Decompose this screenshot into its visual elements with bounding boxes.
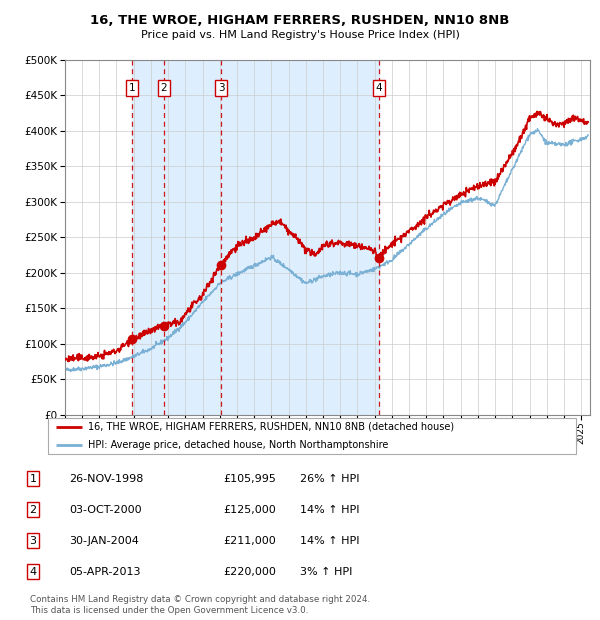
Text: 14% ↑ HPI: 14% ↑ HPI bbox=[300, 505, 359, 515]
Text: Price paid vs. HM Land Registry's House Price Index (HPI): Price paid vs. HM Land Registry's House … bbox=[140, 30, 460, 40]
Text: 03-OCT-2000: 03-OCT-2000 bbox=[69, 505, 142, 515]
Text: HPI: Average price, detached house, North Northamptonshire: HPI: Average price, detached house, Nort… bbox=[88, 440, 388, 450]
Text: 14% ↑ HPI: 14% ↑ HPI bbox=[300, 536, 359, 546]
Text: 1: 1 bbox=[29, 474, 37, 484]
Text: 30-JAN-2004: 30-JAN-2004 bbox=[69, 536, 139, 546]
Text: 3: 3 bbox=[218, 83, 224, 93]
Text: 2: 2 bbox=[160, 83, 167, 93]
FancyBboxPatch shape bbox=[48, 418, 576, 454]
Text: 4: 4 bbox=[29, 567, 37, 577]
Text: £211,000: £211,000 bbox=[223, 536, 276, 546]
Text: £125,000: £125,000 bbox=[223, 505, 276, 515]
Text: 05-APR-2013: 05-APR-2013 bbox=[69, 567, 140, 577]
Text: Contains HM Land Registry data © Crown copyright and database right 2024.: Contains HM Land Registry data © Crown c… bbox=[30, 595, 370, 604]
Text: 26-NOV-1998: 26-NOV-1998 bbox=[69, 474, 143, 484]
Text: £105,995: £105,995 bbox=[223, 474, 276, 484]
Text: This data is licensed under the Open Government Licence v3.0.: This data is licensed under the Open Gov… bbox=[30, 606, 308, 615]
Text: 4: 4 bbox=[376, 83, 382, 93]
Text: 16, THE WROE, HIGHAM FERRERS, RUSHDEN, NN10 8NB (detached house): 16, THE WROE, HIGHAM FERRERS, RUSHDEN, N… bbox=[88, 422, 454, 432]
Text: 26% ↑ HPI: 26% ↑ HPI bbox=[300, 474, 359, 484]
Bar bbox=[132, 60, 379, 415]
Text: 2: 2 bbox=[29, 505, 37, 515]
Text: 3% ↑ HPI: 3% ↑ HPI bbox=[300, 567, 352, 577]
Text: 1: 1 bbox=[128, 83, 135, 93]
Text: 3: 3 bbox=[29, 536, 37, 546]
Text: 16, THE WROE, HIGHAM FERRERS, RUSHDEN, NN10 8NB: 16, THE WROE, HIGHAM FERRERS, RUSHDEN, N… bbox=[91, 14, 509, 27]
Text: £220,000: £220,000 bbox=[223, 567, 276, 577]
